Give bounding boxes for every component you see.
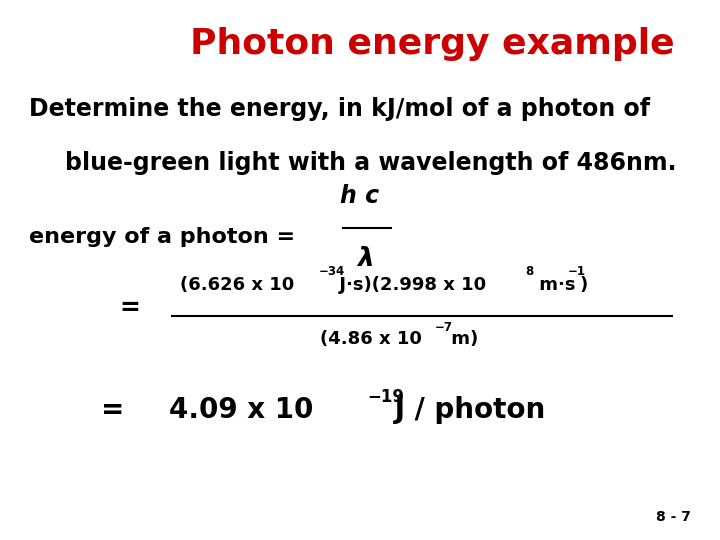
Text: λ: λ bbox=[357, 246, 374, 272]
Text: ): ) bbox=[580, 276, 588, 294]
Text: blue-green light with a wavelength of 486nm.: blue-green light with a wavelength of 48… bbox=[65, 151, 676, 175]
Text: −19: −19 bbox=[367, 388, 404, 406]
Text: J / photon: J / photon bbox=[385, 396, 546, 424]
Text: −7: −7 bbox=[435, 321, 453, 334]
Text: Photon energy example: Photon energy example bbox=[189, 27, 675, 61]
Text: m): m) bbox=[445, 330, 478, 348]
Text: 8 - 7: 8 - 7 bbox=[657, 510, 691, 524]
Text: 4.09 x 10: 4.09 x 10 bbox=[169, 396, 314, 424]
Text: =: = bbox=[101, 396, 124, 424]
Text: 8: 8 bbox=[525, 265, 533, 278]
Text: (4.86 x 10: (4.86 x 10 bbox=[320, 330, 422, 348]
Text: J·s)(2.998 x 10: J·s)(2.998 x 10 bbox=[333, 276, 486, 294]
Text: energy of a photon =: energy of a photon = bbox=[29, 227, 295, 247]
Text: h c: h c bbox=[341, 184, 379, 208]
Text: =: = bbox=[120, 296, 140, 320]
Text: −1: −1 bbox=[568, 265, 586, 278]
Text: −34: −34 bbox=[319, 265, 345, 278]
Text: Determine the energy, in kJ/mol of a photon of: Determine the energy, in kJ/mol of a pho… bbox=[29, 97, 650, 121]
Text: m·s: m·s bbox=[533, 276, 575, 294]
Text: (6.626 x 10: (6.626 x 10 bbox=[180, 276, 294, 294]
